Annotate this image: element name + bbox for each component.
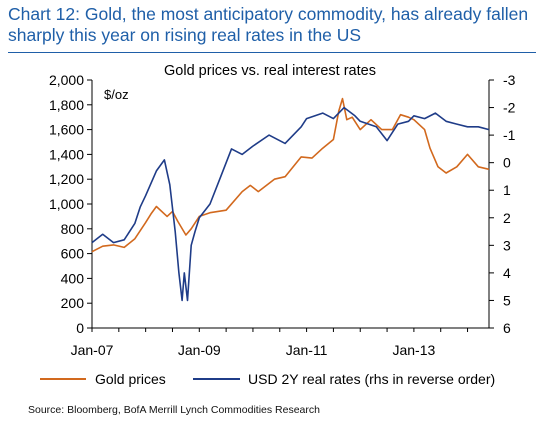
heading-rule [8,52,536,53]
left-tick-label: 1,000 [49,196,84,212]
legend-label-gold: Gold prices [95,371,166,387]
legend: Gold prices USD 2Y real rates (rhs in rev… [40,371,495,387]
right-tick-label: -3 [503,72,516,88]
legend-label-rates: USD 2Y real rates (rhs in reverse order) [248,371,495,387]
right-tick-label: 0 [503,155,511,171]
right-tick-label: 4 [503,265,511,281]
right-tick-label: -1 [503,127,516,143]
left-tick-label: 200 [61,295,85,311]
left-tick-label: 2,000 [49,72,84,88]
right-tick-label: 6 [503,320,511,336]
left-tick-label: 600 [61,246,85,262]
left-tick-label: 1,600 [49,122,84,138]
heading-line-1: Chart 12: Gold, the most anticipatory co… [8,4,529,24]
x-tick-label: Jan-09 [178,342,221,358]
left-tick-label: 1,800 [49,97,84,113]
right-tick-label: 1 [503,182,511,198]
left-tick-label: 800 [61,221,85,237]
left-tick-label: 1,200 [49,171,84,187]
x-tick-label: Jan-11 [286,342,328,358]
unit-label: $/oz [104,87,129,102]
right-tick-label: -2 [503,100,516,116]
left-tick-label: 400 [61,270,85,286]
x-tick-label: Jan-07 [71,342,114,358]
chart-title: Gold prices vs. real interest rates [164,63,376,79]
right-tick-label: 2 [503,210,511,226]
left-tick-label: 1,400 [49,146,84,162]
right-tick-label: 3 [503,237,511,253]
right-tick-label: 5 [503,292,511,308]
real-rates-line [91,106,490,302]
left-tick-label: 0 [76,320,84,336]
heading-line-2: sharply this year on rising real rates i… [8,25,362,45]
axes: 0 200 400 600 800 1,000 1,200 1,400 1,600 1,800 2,… [49,72,516,358]
source-note: Source: Bloomberg, BofA Merrill Lynch Co… [28,404,320,416]
series-layer [91,97,490,302]
gold-prices-line [91,97,490,253]
chart-heading: Chart 12: Gold, the most anticipatory co… [8,4,544,46]
x-tick-label: Jan-13 [392,342,435,358]
